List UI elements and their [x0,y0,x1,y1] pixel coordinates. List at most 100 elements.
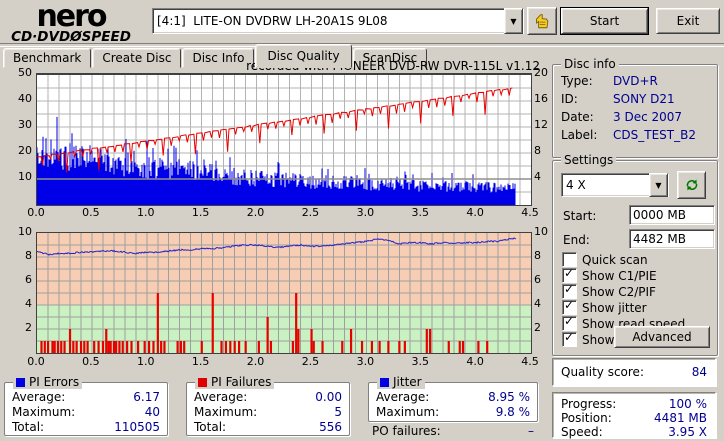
refresh-icon [686,179,697,191]
logo-cddvdspeed-text: CD·DVDØSPEED [11,29,131,45]
axis-tick-label: 2 [25,321,32,334]
scan-speed-arrow-icon[interactable]: ▼ [649,173,668,197]
speed-row: Speed: 3.95 X [561,425,707,439]
axis-tick-label: 4.0 [466,355,484,368]
refresh-button[interactable] [677,171,706,199]
tab-disc-quality[interactable]: Disc Quality [255,44,352,68]
axis-tick-label: 2.5 [301,355,320,368]
axis-tick-label: 0.5 [82,206,100,219]
axis-tick-label: 2.0 [246,355,265,368]
axis-tick-label: 4.5 [521,355,539,368]
checkbox-show-c1-pie[interactable]: ✓ Show C1/PIE [562,266,717,283]
checkbox-box[interactable] [562,252,577,267]
end-position-field[interactable]: 4482 MB [629,229,715,249]
tab-benchmark[interactable]: Benchmark [3,48,92,68]
disc-icon: Ø [70,29,82,45]
po-failures-row: PO failures: – [372,424,534,438]
axis-tick-label: 16 [534,92,548,105]
axis-tick-label: 10 [18,170,32,183]
exit-button[interactable]: Exit [656,8,720,34]
tab-disc-info[interactable]: Disc Info [182,48,255,68]
axis-tick-label: 20 [534,66,548,79]
axis-tick-label: 1.0 [137,206,155,219]
stat-row: Average: 8.95 % [376,390,530,404]
pi-failures-legend-swatch [198,377,207,387]
drive-select-arrow-icon[interactable]: ▼ [504,8,523,34]
pi-errors-legend-swatch [16,377,25,387]
axis-tick-label: 4.0 [466,206,484,219]
axis-tick-label: 20 [18,144,32,157]
start-position-field[interactable]: 0000 MB [629,205,715,225]
axis-tick-label: 3.0 [356,206,375,219]
advanced-button[interactable]: Advanced [614,326,710,348]
quality-score-panel: Quality score: 84 [552,358,716,386]
logo-nero-text: nero [36,0,107,34]
axis-tick-label: 1.0 [137,355,155,368]
pi-failures-stats-box: PI Failures Average: 0.00 Maximum: 5 Total… [186,375,350,436]
axis-tick-label: 2.0 [246,206,265,219]
checkbox-box[interactable]: ✓ [562,266,577,283]
axis-tick-label: 8 [25,249,32,262]
drive-select-value: [4:1] LITE-ON DVDRW LH-20A1S 9L08 [157,14,388,28]
axis-tick-label: 6 [534,273,541,286]
axis-tick-label: 50 [18,66,32,79]
stat-row: Average: 0.00 [194,390,342,404]
tab-create-disc[interactable]: Create Disc [92,48,182,68]
pi-failures-stats-title: PI Failures [195,375,275,389]
disc-info-row: Label: CDS_TEST_B2 [561,128,696,142]
checkbox-show-c2-pif[interactable]: ✓ Show C2/PIF [562,282,717,299]
axis-tick-label: 3.5 [411,355,429,368]
eject-tray-button[interactable] [527,7,557,35]
stat-row: Maximum: 40 [12,405,160,419]
stat-row: Average: 6.17 [12,390,160,404]
axis-tick-label: 0.0 [27,355,45,368]
tab-scandisc[interactable]: ScanDisc [352,48,428,68]
position-row: Position: 4481 MB [561,411,707,425]
axis-tick-label: 1.5 [191,355,210,368]
nero-cdspeed-logo: nero CD·DVDØSPEED [10,2,132,45]
axis-tick-label: 0.5 [82,355,100,368]
drive-select[interactable]: [4:1] LITE-ON DVDRW LH-20A1S 9L08 ▼ [152,8,524,34]
axis-tick-label: 8 [534,144,541,157]
right-panel: Disc info Type: DVD+R ID: SONY D21 Date: 3 De… [548,44,724,441]
stat-row: Total: 110505 [12,420,160,434]
pi-errors-stats-title: PI Errors [13,375,83,389]
checkbox-label: Show C2/PIF [582,284,656,299]
scan-speed-select[interactable]: 4 X ▼ [561,173,669,197]
progress-row: Progress: 100 % [561,397,707,411]
axis-tick-label: 3.0 [356,355,375,368]
checkbox-label: Quick scan [582,252,648,267]
disc-info-row: ID: SONY D21 [561,92,675,106]
checkbox-show-jitter[interactable]: ✓ Show jitter [562,298,717,315]
jitter-legend-swatch [380,377,389,387]
disc-info-group: Disc info Type: DVD+R ID: SONY D21 Date: 3 De… [552,57,718,158]
axis-tick-label: 1.5 [191,206,210,219]
scan-speed-value: 4 X [566,178,586,192]
header-divider [0,43,724,47]
jitter-stats-box: Jitter Average: 8.95 % Maximum: 9.8 % [368,375,538,422]
start-button[interactable]: Start [560,7,649,35]
tab-bar: Benchmark Create Disc Disc Info Disc Qualit… [3,44,428,68]
settings-title: Settings [561,153,617,167]
stat-row: Total: 556 [194,420,342,434]
stat-row: Maximum: 9.8 % [376,405,530,419]
axis-tick-label: 2 [534,321,541,334]
checkbox-quick-scan[interactable]: Quick scan [562,252,717,267]
axis-tick-label: 10 [18,225,32,238]
quality-score-value: 84 [691,365,707,379]
checkbox-box[interactable]: ✓ [562,282,577,299]
disc-info-title: Disc info [561,57,619,71]
pi-errors-speed-chart [36,73,532,206]
start-position-label: Start: [563,209,597,223]
checkbox-box[interactable]: ✓ [562,330,577,347]
jitter-stats-title: Jitter [377,375,425,389]
axis-tick-label: 3.5 [411,206,429,219]
charts-panel: recorded with PIONEER DVD-RW DVR-115L v1… [4,59,548,438]
axis-tick-label: 2.5 [301,206,320,219]
axis-tick-label: 0.0 [27,206,45,219]
axis-tick-label: 10 [534,225,548,238]
checkbox-box[interactable]: ✓ [562,298,577,315]
checkbox-box[interactable]: ✓ [562,314,577,331]
checkbox-label: Show C1/PIE [582,268,657,283]
quality-score-label: Quality score: [561,365,644,379]
